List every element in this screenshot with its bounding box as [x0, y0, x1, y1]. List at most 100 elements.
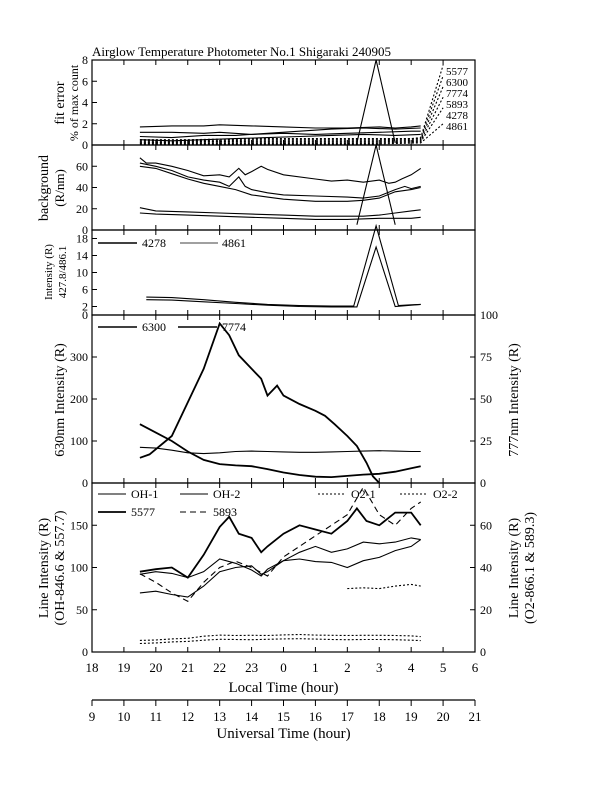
- y-tick-label: 100: [70, 561, 88, 575]
- y2-tick-label: 60: [480, 518, 492, 532]
- series-line-blue-lines-4861: [146, 245, 421, 308]
- y2-tick-label: 0: [480, 476, 486, 490]
- legend-entry: OH-1: [131, 487, 158, 501]
- y-tick-label: 0: [82, 308, 88, 322]
- y2-tick-label: 0: [480, 645, 486, 659]
- x-tick-label: 22: [213, 660, 226, 675]
- y-tick-label: 6: [82, 74, 88, 88]
- series-line-line-intensity-5577: [139, 506, 422, 579]
- legend-entry: 5577: [131, 505, 155, 519]
- y-tick-label: 0: [82, 223, 88, 237]
- y-tick-label: 60: [76, 159, 88, 173]
- y-axis-label: Intensity (R): [43, 244, 55, 300]
- y-tick-label: 14: [76, 249, 88, 263]
- x-tick-label: 23: [245, 660, 258, 675]
- x-tick-label: 6: [472, 660, 479, 675]
- ut-tick-label: 15: [277, 709, 290, 724]
- series-line-blue-lines-4278: [146, 223, 421, 307]
- series-line-line-intensity-5893: [139, 486, 422, 602]
- y2-tick-label: 50: [480, 392, 492, 406]
- y-tick-label: 0: [82, 138, 88, 152]
- ut-axis-label: Universal Time (hour): [216, 726, 350, 742]
- y-tick-label: 300: [70, 350, 88, 364]
- x-tick-label: 21: [181, 660, 194, 675]
- series-line-red-line-6300: [139, 423, 421, 479]
- legend-entry: 7774: [446, 88, 469, 100]
- y-axis-label: fit error: [53, 81, 68, 124]
- series-line-background-trace-0: [139, 157, 422, 184]
- legend-entry: 4861: [446, 121, 468, 133]
- y2-tick-label: 100: [480, 308, 498, 322]
- series-line-fit-error-4861: [139, 123, 444, 145]
- y-tick-label: 2: [82, 117, 88, 131]
- series-line-fit-error-5893: [139, 96, 444, 144]
- legend-entry: O2-2: [433, 487, 458, 501]
- series-line-fit-error-6300: [139, 75, 444, 142]
- y-tick-label: 2: [82, 300, 88, 314]
- ut-tick-label: 21: [469, 709, 482, 724]
- y-tick-label: 8: [82, 53, 88, 67]
- ut-tick-label: 11: [150, 709, 163, 724]
- legend-entry: 7774: [222, 320, 246, 334]
- y-axis-label: 630nm Intensity (R): [53, 343, 68, 457]
- x-tick-label: 2: [344, 660, 351, 675]
- series-line-background-trace-5: [356, 144, 396, 225]
- series-line-fit-error-4278: [139, 107, 444, 144]
- series-line-background-trace-2: [139, 165, 421, 202]
- legend-entry: OH-2: [213, 487, 240, 501]
- ut-tick-label: 19: [405, 709, 418, 724]
- series-line-red-line-trace-2: [139, 446, 421, 455]
- y-tick-label: 18: [76, 232, 88, 246]
- y2-axis-label: 777nm Intensity (R): [507, 343, 522, 457]
- x-tick-label: 4: [408, 660, 415, 675]
- ut-tick-label: 9: [89, 709, 96, 724]
- y-axis-label: background: [37, 155, 52, 221]
- y-tick-label: 4: [82, 96, 88, 110]
- ut-tick-label: 12: [181, 709, 194, 724]
- legend-entry: 5893: [446, 99, 469, 111]
- series-line-fit-error-trace-7: [139, 130, 421, 135]
- series-line-line-intensity-trace-6: [347, 583, 421, 590]
- x-tick-label: 19: [117, 660, 130, 675]
- series-line-background-trace-3: [139, 207, 421, 217]
- legend-entry: O2-1: [351, 487, 376, 501]
- ut-tick-label: 16: [309, 709, 323, 724]
- x-tick-label: 1: [312, 660, 319, 675]
- legend-entry: 4278: [142, 236, 166, 250]
- legend-entry: 5893: [213, 505, 237, 519]
- series-line-background-trace-4: [139, 212, 421, 220]
- ut-tick-label: 13: [213, 709, 226, 724]
- x-tick-label: 3: [376, 660, 383, 675]
- y-tick-label: 6: [82, 283, 88, 297]
- series-line-red-line-7774: [139, 321, 380, 484]
- y-axis-label: (OH-846.6 & 557.7): [53, 510, 68, 625]
- y-tick-label: 100: [70, 434, 88, 448]
- y-tick-label: 200: [70, 392, 88, 406]
- chart-title: Airglow Temperature Photometer No.1 Shig…: [92, 44, 391, 59]
- x-tick-label: 18: [86, 660, 99, 675]
- legend-entry: 5577: [446, 66, 469, 78]
- y-tick-label: 40: [76, 181, 88, 195]
- y-tick-label: 20: [76, 202, 88, 216]
- ut-tick-label: 14: [245, 709, 259, 724]
- y-axis-label: Line Intensity (R): [37, 518, 52, 619]
- x-tick-label: 5: [440, 660, 447, 675]
- x-axis-label: Local Time (hour): [229, 680, 339, 696]
- series-line-line-intensity-O2-2: [139, 638, 421, 645]
- series-line-fit-error-trace-8: [139, 127, 421, 139]
- y-axis-label: 427.8/486.1: [57, 246, 69, 299]
- y2-tick-label: 40: [480, 561, 492, 575]
- ut-tick-label: 17: [341, 709, 355, 724]
- ut-tick-label: 20: [437, 709, 450, 724]
- y2-tick-label: 25: [480, 434, 492, 448]
- series-line-fit-error-trace-6: [139, 124, 421, 129]
- x-tick-label: 20: [149, 660, 162, 675]
- series-line-fit-error-trace-10: [356, 59, 396, 144]
- y2-tick-label: 75: [480, 350, 492, 364]
- x-tick-label: 0: [280, 660, 287, 675]
- series-line-line-intensity-OH-1: [139, 539, 422, 579]
- y-axis-label: (R/nm): [52, 169, 67, 207]
- y2-tick-label: 20: [480, 603, 492, 617]
